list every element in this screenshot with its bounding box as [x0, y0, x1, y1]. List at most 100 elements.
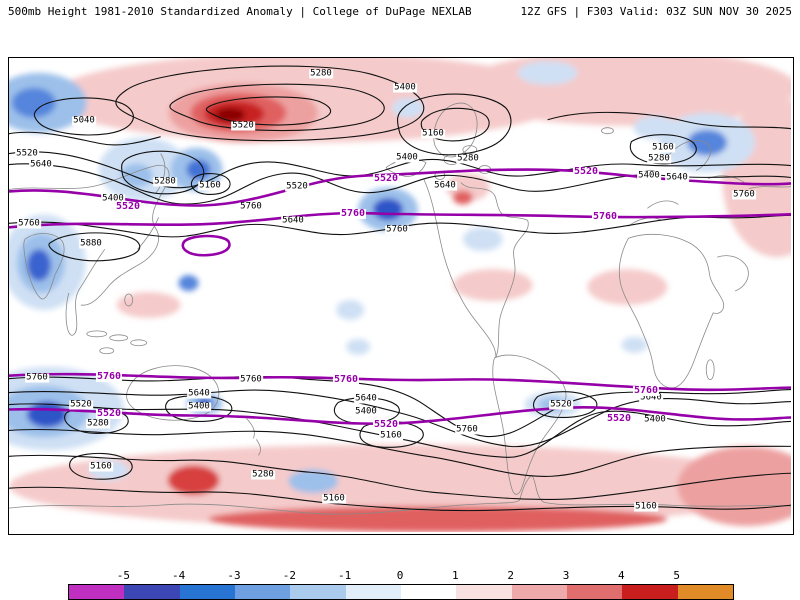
anomaly-region [462, 227, 503, 252]
contour-label: 5160 [421, 128, 445, 139]
colorbar-segment [124, 585, 180, 599]
colorbar-tick: -4 [172, 569, 186, 582]
contour-label: 5760 [239, 201, 263, 212]
colorbar-tick: 4 [618, 569, 625, 582]
anomaly-region [120, 163, 153, 188]
contour-label: 5760 [455, 424, 479, 435]
contour-label: 5520 [549, 399, 573, 410]
colorbar-segment [234, 585, 291, 599]
anomaly-region [208, 506, 668, 532]
contour-label: 5760 [632, 385, 660, 396]
model-run-info: 12Z GFS | F303 Valid: 03Z SUN NOV 30 202… [520, 5, 792, 18]
colorbar-tick-labels: -5 -4 -3 -2 -1 0 1 2 3 4 5 [68, 569, 732, 582]
contour-label: 5400 [354, 406, 378, 417]
contour-label: 5760 [239, 374, 263, 385]
colorbar-tick: -3 [227, 569, 241, 582]
anomaly-region [26, 401, 67, 428]
colorbar-segment [456, 585, 512, 599]
colorbar-tick: 1 [452, 569, 459, 582]
colorbar-tick: -5 [116, 569, 130, 582]
contour-label: 5160 [651, 142, 675, 153]
colorbar-segment [677, 585, 733, 599]
contour-label: 5520 [372, 173, 400, 184]
anomaly-region [346, 338, 371, 355]
contour-label: 5280 [309, 68, 333, 79]
contour-label: 5760 [17, 218, 41, 229]
contour-label: 5520 [372, 419, 400, 430]
contour-label: 5520 [114, 201, 142, 212]
contour-label: 5160 [89, 461, 113, 472]
contour-label: 5760 [591, 211, 619, 222]
contour-label: 5640 [29, 159, 53, 170]
contour-label: 5160 [379, 430, 403, 441]
contour-label: 5760 [95, 371, 123, 382]
contour-label: 5400 [101, 193, 125, 204]
anomaly-region [336, 299, 365, 320]
colorbar-segment [400, 585, 457, 599]
anomaly-map: 5280 5400 5520 5040 5160 5280 5400 5160 5280 5520… [8, 57, 794, 535]
colorbar-tick: 5 [673, 569, 680, 582]
contour-label-layer: 5280 5400 5520 5040 5160 5280 5400 5160 5280 5520… [9, 58, 793, 534]
title-bar: 500mb Height 1981-2010 Standardized Anom… [8, 5, 792, 18]
contour-label: 5520 [231, 120, 255, 131]
colorbar-tick: 0 [396, 569, 404, 582]
contour-label: 5640 [354, 393, 378, 404]
contour-label: 5760 [339, 208, 367, 219]
anomaly-region [452, 190, 473, 205]
anomaly-region [687, 129, 728, 156]
colorbar-segment [622, 585, 678, 599]
contour-label: 5400 [393, 82, 417, 93]
contour-label: 5280 [456, 153, 480, 164]
contour-label: 5400 [637, 170, 661, 181]
contour-label: 5280 [647, 153, 671, 164]
colorbar-segment [511, 585, 567, 599]
colorbar-segment [179, 585, 235, 599]
contour-label: 5160 [322, 493, 346, 504]
contour-label: 5760 [732, 189, 756, 200]
contour-label: 5760 [385, 224, 409, 235]
contour-label: 5520 [572, 166, 600, 177]
contour-label: 5520 [15, 148, 39, 159]
contour-label: 5160 [634, 501, 658, 512]
anomaly-region [26, 249, 51, 282]
contour-label: 5640 [281, 215, 305, 226]
anomaly-region [178, 275, 199, 292]
anomaly-region [633, 115, 678, 140]
contour-label: 5280 [251, 469, 275, 480]
contour-label: 5760 [25, 372, 49, 383]
anomaly-region [288, 469, 339, 494]
anomaly-region [167, 465, 220, 496]
contour-label: 5880 [79, 238, 103, 249]
anomaly-colorbar [68, 584, 734, 600]
anomaly-region [186, 159, 211, 180]
colorbar-segment [290, 585, 346, 599]
contour-label: 5640 [433, 180, 457, 191]
contour-label: 5280 [86, 418, 110, 429]
colorbar-segment [345, 585, 401, 599]
anomaly-region [452, 269, 533, 301]
contour-label: 5520 [95, 408, 123, 419]
colorbar-tick: 3 [562, 569, 570, 582]
contour-label: 5400 [187, 401, 211, 412]
map-canvas [9, 58, 791, 532]
contour-label: 5280 [153, 176, 177, 187]
contour-label: 5640 [665, 172, 689, 183]
anomaly-region [621, 336, 648, 353]
colorbar-tick: -2 [282, 569, 296, 582]
contour-label: 5520 [69, 399, 93, 410]
contour-label: 5400 [395, 152, 419, 163]
contour-label: 5520 [605, 413, 633, 424]
contour-label: 5160 [198, 180, 222, 191]
contour-label: 5040 [72, 115, 96, 126]
contour-label: 5640 [639, 392, 663, 403]
map-title: 500mb Height 1981-2010 Standardized Anom… [8, 5, 472, 18]
contour-label: 5520 [285, 181, 309, 192]
anomaly-region [587, 269, 668, 305]
contour-label: 5760 [332, 374, 360, 385]
colorbar-segment [566, 585, 623, 599]
anomaly-region [517, 60, 578, 85]
colorbar-segment [69, 585, 125, 599]
colorbar-tick: 2 [507, 569, 514, 582]
contour-label: 5400 [643, 414, 667, 425]
